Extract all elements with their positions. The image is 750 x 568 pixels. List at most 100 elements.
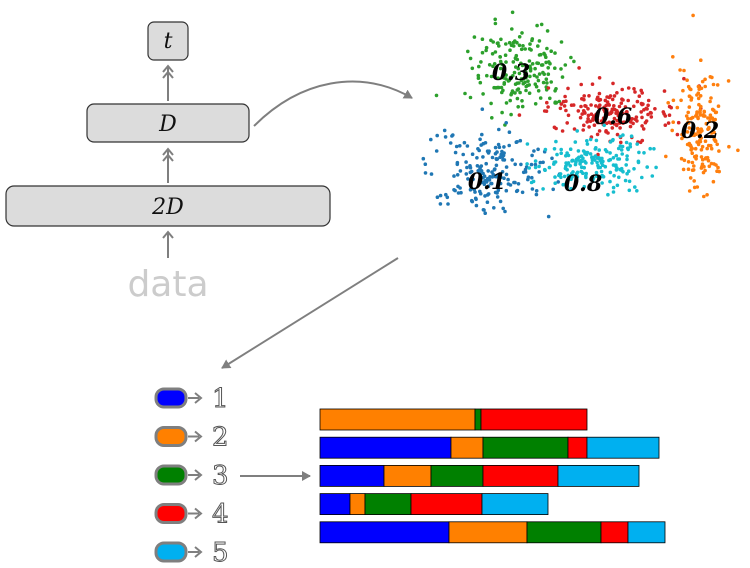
scatter-point [686,110,690,115]
scatter-point [557,99,562,104]
scatter-point [633,90,637,94]
scatter-point [618,144,623,148]
scatter-point [498,55,503,59]
scatter-point [559,147,563,152]
scatter-point [481,171,485,176]
scatter-point [563,63,568,67]
scatter-point [582,165,586,170]
scatter-point [669,105,673,110]
scatter-point [521,44,525,48]
scatter-point [590,161,594,165]
scatter-point [493,21,498,26]
scatter-point [553,66,557,70]
scatter-point [628,124,633,129]
scatter-point [528,42,532,46]
bar-segment [319,464,385,487]
scatter-point [504,101,509,105]
scatter-point [530,175,534,180]
scatter-point [566,173,571,178]
scatter-point [523,167,528,172]
scatter-point [595,132,600,137]
scatter-point [485,200,490,204]
scatter-point [527,166,531,170]
scatter-point [603,112,608,117]
scatter-point [596,95,600,100]
scatter-point [496,142,501,147]
scatter-point [507,40,512,45]
scatter-point [632,87,636,91]
scatter-point [646,98,651,103]
scatter-point [479,164,484,168]
scatter-point [515,96,520,101]
scatter-point [614,164,618,168]
scatter-point [666,101,670,105]
scatter-point [452,174,456,178]
scatter-point [537,72,542,76]
scatter-point [450,134,454,138]
scatter-point [586,117,590,121]
scatter-point [646,103,650,108]
bar-segment [600,521,629,544]
scatter-point [466,177,470,181]
scatter-point [642,151,646,155]
scatter-point [485,73,489,78]
scatter-point [584,152,589,157]
scatter-point [581,156,585,161]
scatter-point [539,22,544,27]
scatter-point [612,116,617,121]
scatter-point [595,156,600,160]
scatter-point [545,46,549,51]
scatter-point [581,149,586,153]
bar-segment [586,436,660,459]
bar-segment [364,493,412,516]
scatter-point [500,170,505,174]
scatter-point [572,127,577,131]
scatter-point [513,180,517,185]
scatter-point [576,149,581,153]
scatter-point [549,80,553,84]
legend-arrow-head [194,507,203,520]
scatter-point [600,163,605,167]
cluster-label-blue: 0.1 [468,169,506,195]
scatter-point [615,183,620,188]
scatter-point [608,170,613,175]
scatter-point [518,90,522,95]
scatter-point [616,157,620,161]
scatter-point [494,157,499,161]
scatter-point [690,130,695,134]
scatter-point [571,103,576,107]
scatter-point [523,72,527,77]
scatter-point [493,145,498,150]
scatter-point [699,155,704,159]
scatter-point [536,78,541,83]
scatter-point [667,113,672,117]
scatter-point [653,107,657,111]
scatter-point [495,150,499,154]
scatter-point [703,168,707,173]
scatter-point [709,96,713,100]
scatter-point [513,91,517,95]
scatter-point [696,96,701,101]
scatter-point [510,158,514,162]
scatter-point [685,130,690,134]
scatter-point [538,160,543,165]
scatter-point [544,55,548,59]
scatter-point [517,113,522,117]
input-layer-node [5,185,331,227]
scatter-point [536,147,540,152]
scatter-point [623,178,628,183]
scatter-point [664,154,668,159]
scatter-point [493,190,498,195]
scatter-point [501,76,506,80]
scatter-point [606,131,610,135]
scatter-point [434,149,439,153]
scatter-point [454,144,459,149]
scatter-point [462,140,467,145]
scatter-point [509,92,513,97]
bar-segment [482,464,559,487]
scatter-point [571,170,575,174]
scatter-point [652,147,656,151]
scatter-point [692,185,697,190]
scatter-point [511,44,516,48]
scatter-point [598,157,602,162]
